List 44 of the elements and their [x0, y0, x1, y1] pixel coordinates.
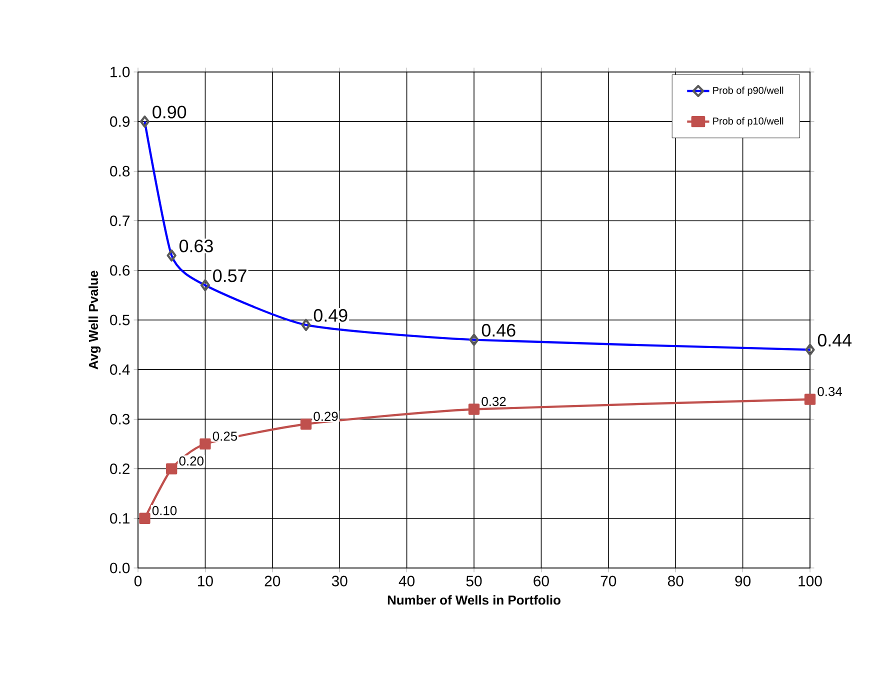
x-tick-label: 50 [466, 576, 482, 586]
data-label: 0.29 [314, 412, 338, 421]
x-tick-label: 90 [735, 576, 751, 586]
data-label: 0.63 [179, 240, 213, 252]
point [804, 394, 816, 405]
x-axis-title: Number of Wells in Portfolio [388, 595, 560, 605]
x-tick-label: 60 [534, 576, 549, 586]
data-label: 0.44 [818, 334, 852, 347]
data-label: 0.20 [179, 456, 204, 466]
y-tick-label: 0.3 [110, 414, 130, 424]
y-tick-label: 0.8 [110, 166, 130, 176]
y-tick-label: 0.2 [110, 463, 130, 474]
x-tick-label: 10 [198, 576, 213, 586]
data-label: 0.49 [314, 309, 348, 322]
y-tick-label: 0.1 [110, 513, 130, 524]
x-tick-label: 70 [600, 576, 616, 586]
point [166, 463, 178, 474]
point [468, 404, 480, 415]
y-tick-label: 0.4 [110, 364, 130, 375]
point [139, 512, 150, 524]
data-label: 0.34 [818, 386, 842, 396]
data-label: 0.90 [152, 106, 186, 118]
data-label: 0.57 [213, 269, 246, 282]
y-tick-label: 0.7 [110, 215, 130, 226]
data-label: 0.25 [212, 432, 238, 441]
y-tick-label: 0.9 [110, 116, 130, 127]
x-tick-label: 30 [332, 576, 348, 586]
data-label: 0.46 [482, 324, 516, 337]
legend-label: Prob of p90/well [713, 86, 784, 96]
point [300, 418, 312, 430]
y-tick-label: 1.0 [110, 66, 130, 78]
x-tick-label: 20 [264, 576, 280, 586]
point [200, 438, 211, 450]
y-tick-label: 0.6 [110, 265, 130, 276]
y-axis-title: Avg Well Pvalue [88, 270, 101, 370]
legend-label: Prob of p10/well [713, 117, 784, 127]
y-tick-label: 0.0 [110, 562, 130, 574]
y-tick-label: 0.5 [110, 314, 130, 326]
x-tick-label: 100 [798, 576, 822, 586]
data-label: 0.32 [482, 396, 506, 406]
x-tick-label: 0 [134, 576, 142, 586]
data-label: 0.10 [152, 506, 177, 516]
x-tick-label: 40 [398, 576, 415, 586]
x-tick-label: 80 [668, 576, 684, 586]
